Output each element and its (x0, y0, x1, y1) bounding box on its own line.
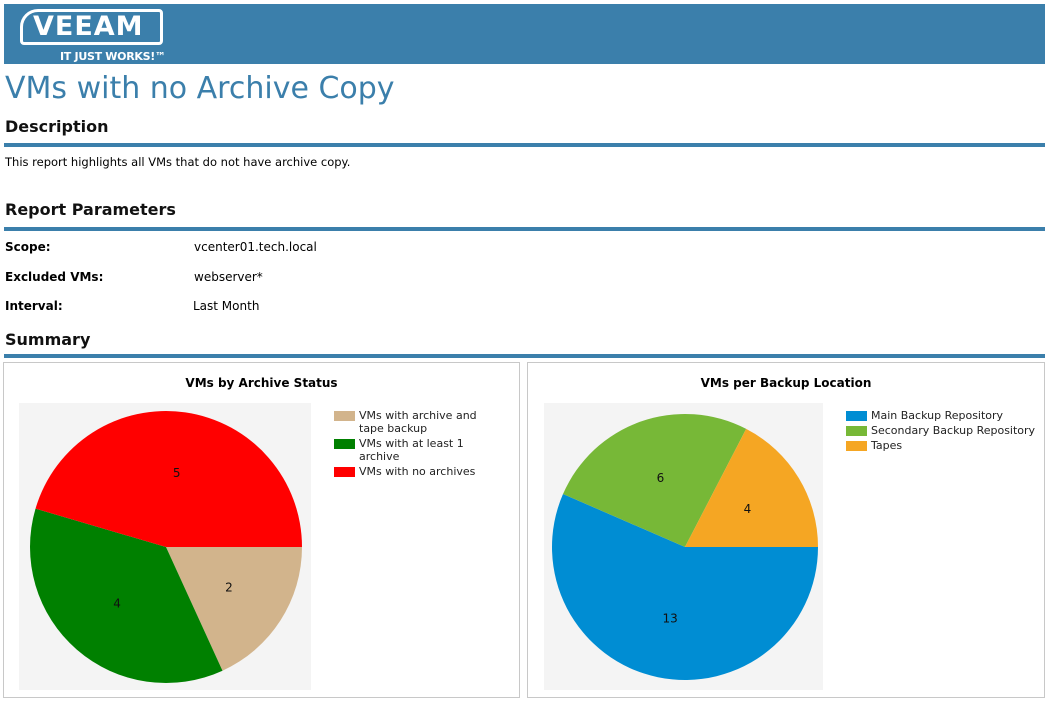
pie-slice-value-label: 4 (744, 502, 752, 516)
pie-slice (685, 428, 818, 547)
legend-swatch (334, 439, 355, 449)
description-text: This report highlights all VMs that do n… (5, 155, 351, 169)
report-parameters-heading: Report Parameters (5, 200, 176, 219)
header-banner: VEEAM IT JUST WORKS!™ (4, 4, 1045, 64)
pie-slice (29, 508, 223, 683)
param-value-interval: Last Month (193, 299, 260, 313)
page-title: VMs with no Archive Copy (5, 71, 395, 106)
pie-slice (166, 547, 302, 671)
legend-label: Secondary Backup Repository (871, 424, 1036, 437)
legend-swatch (334, 467, 355, 477)
pie-slice-value-label: 6 (657, 471, 665, 485)
legend-label: VMs with archive and tape backup (359, 409, 477, 435)
pie-slice (563, 414, 747, 547)
legend-item: Secondary Backup Repository (846, 424, 1036, 437)
pie-slice-value-label: 13 (662, 612, 677, 626)
pie-slice-value-label: 5 (173, 466, 181, 480)
legend-swatch (846, 441, 867, 451)
chart-legend: Main Backup Repository Secondary Backup … (846, 409, 1036, 454)
chart-plot-area: 2 4 5 (19, 403, 311, 690)
chart-title: VMs by Archive Status (185, 376, 338, 390)
description-divider (4, 143, 1045, 147)
logo-tagline: IT JUST WORKS!™ (60, 50, 166, 63)
legend-label: VMs with no archives (359, 465, 476, 478)
pie-slice (552, 494, 818, 680)
chart-legend: VMs with archive and tape backup VMs wit… (334, 409, 504, 480)
param-label-excluded-vms: Excluded VMs: (5, 270, 104, 284)
param-label-scope: Scope: (5, 240, 51, 254)
param-label-interval: Interval: (5, 299, 63, 313)
legend-item: Main Backup Repository (846, 409, 1036, 422)
legend-swatch (846, 411, 867, 421)
description-heading: Description (5, 117, 109, 136)
pie-chart-archive-status: 2 4 5 (29, 411, 302, 683)
chart-title: VMs per Backup Location (700, 376, 872, 390)
param-value-scope: vcenter01.tech.local (194, 240, 317, 254)
pie-slice-value-label: 2 (225, 580, 233, 594)
summary-divider (4, 354, 1045, 358)
chart-panel-archive-status: VMs by Archive Status 2 4 5 VMs with archi… (3, 362, 520, 698)
chart-panel-backup-location: VMs per Backup Location 13 6 4 Main Backup… (527, 362, 1045, 698)
legend-label: Main Backup Repository (871, 409, 1004, 422)
chart-plot-area: 13 6 4 (544, 403, 823, 690)
param-value-excluded-vms: webserver* (194, 270, 263, 284)
logo-wordmark: VEEAM (20, 9, 163, 45)
legend-swatch (334, 411, 355, 421)
legend-item: VMs with no archives (334, 465, 504, 478)
legend-label: VMs with at least 1 archive (359, 437, 464, 463)
summary-heading: Summary (5, 330, 91, 349)
legend-item: VMs with at least 1 archive (334, 437, 504, 463)
legend-label: Tapes (871, 439, 903, 452)
legend-item: VMs with archive and tape backup (334, 409, 504, 435)
legend-swatch (846, 426, 867, 436)
pie-slice-value-label: 4 (113, 597, 121, 611)
report-parameters-divider (4, 227, 1045, 231)
veeam-logo: VEEAM IT JUST WORKS!™ (20, 9, 170, 65)
pie-slice (35, 411, 302, 547)
legend-item: Tapes (846, 439, 1036, 452)
pie-chart-backup-location: 13 6 4 (552, 414, 818, 680)
